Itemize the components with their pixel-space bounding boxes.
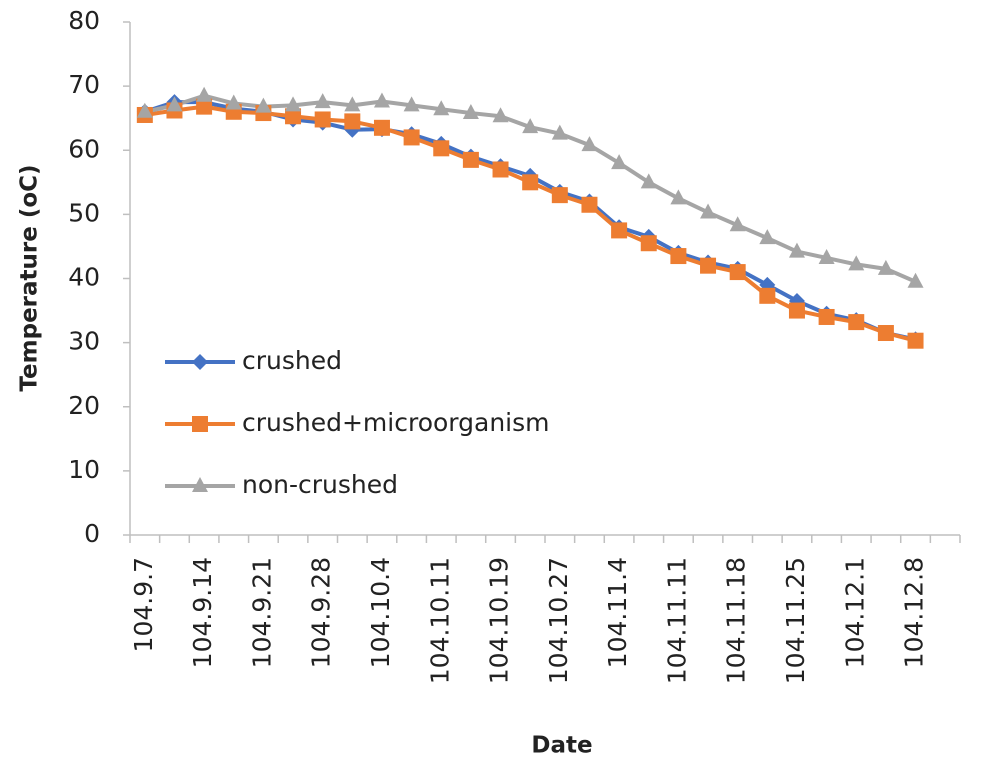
x-tick-label: 104.9.14 [188,557,217,668]
point [433,100,450,116]
x-tick-label: 104.10.4 [366,557,395,668]
point [877,259,894,275]
x-tick-label: 104.12.8 [900,557,929,668]
point [462,104,479,120]
point [788,302,805,319]
x-tick-label: 104.10.11 [425,557,454,684]
point [255,97,272,113]
y-tick-label: 40 [68,263,100,292]
point [848,255,865,271]
point [285,108,302,125]
point [759,287,776,304]
point [522,118,539,134]
point [877,325,894,342]
legend-marker [192,416,208,432]
x-tick-label: 104.9.7 [129,557,158,652]
point [551,124,568,140]
point [492,107,509,123]
point [848,314,865,331]
y-tick-label: 80 [68,6,100,35]
point [670,189,687,205]
point [907,332,924,349]
point [788,242,805,258]
y-tick-label: 60 [68,134,100,163]
y-axis-title: Temperature (oC) [17,164,43,391]
point [907,272,924,288]
point [581,136,598,152]
point [759,229,776,245]
point [640,173,657,189]
x-tick-label: 104.10.27 [544,557,573,684]
point [700,203,717,219]
y-tick-label: 50 [68,198,100,227]
point [729,264,746,281]
point [285,96,302,112]
point [492,161,509,178]
point [344,96,361,112]
x-axis-title: Date [531,733,592,759]
point [611,154,628,170]
x-tick-label: 104.9.21 [247,557,276,668]
x-tick-label: 104.12.1 [840,557,869,668]
x-tick-label: 104.11.11 [662,557,691,684]
point [818,248,835,264]
point [670,248,687,265]
point [373,119,390,136]
x-tick-label: 104.11.4 [603,557,632,668]
y-tick-label: 0 [84,519,100,548]
legend-marker [192,354,208,370]
point [729,216,746,232]
legend-label: crushed [242,346,342,375]
point [462,151,479,168]
point [640,235,657,252]
point [196,86,213,102]
x-tick-label: 104.9.28 [307,557,336,668]
point [403,96,420,112]
x-tick-label: 104.11.18 [722,557,751,684]
point [700,257,717,274]
point [373,92,390,108]
point [136,102,153,118]
y-tick-label: 30 [68,327,100,356]
point [166,96,183,112]
point [196,98,213,115]
x-tick-label: 104.10.19 [485,557,514,684]
point [314,111,331,128]
point [611,222,628,239]
legend-marker [192,477,208,492]
point [314,93,331,109]
y-tick-label: 10 [68,455,100,484]
point [551,187,568,204]
point [522,174,539,191]
point [581,196,598,213]
point [344,113,361,130]
y-tick-label: 20 [68,391,100,420]
legend-label: non-crushed [242,470,398,499]
point [403,129,420,146]
point [225,94,242,110]
y-tick-label: 70 [68,70,100,99]
x-tick-label: 104.11.25 [781,557,810,684]
point [433,140,450,157]
point [818,308,835,325]
legend-label: crushed+microorganism [242,408,550,437]
